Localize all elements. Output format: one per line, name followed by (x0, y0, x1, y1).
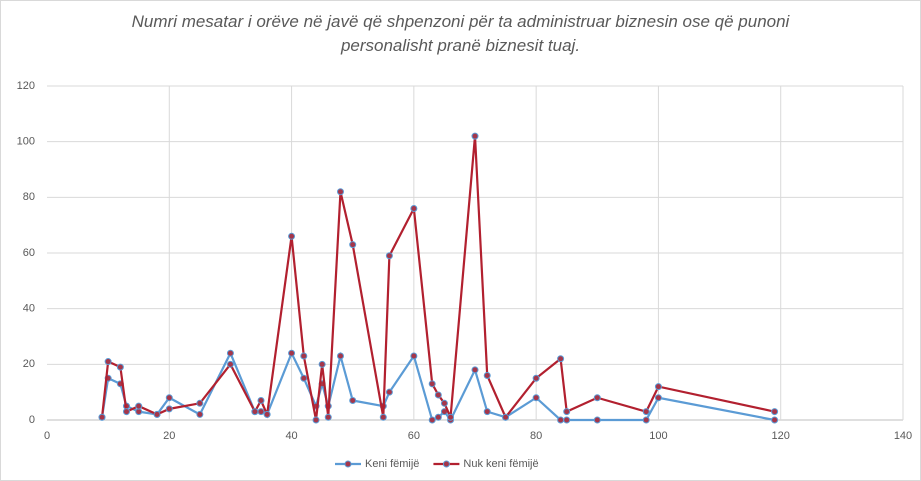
data-point (336, 188, 344, 196)
data-point (288, 349, 296, 357)
data-point (196, 410, 204, 418)
data-point (410, 352, 418, 360)
data-point (165, 405, 173, 413)
data-point (153, 410, 161, 418)
data-point (654, 383, 662, 391)
data-point (434, 391, 442, 399)
data-point (257, 408, 265, 416)
data-point (385, 252, 393, 260)
legend-marker (344, 460, 352, 468)
data-point (135, 402, 143, 410)
data-point (563, 408, 571, 416)
data-point (483, 408, 491, 416)
data-point (318, 360, 326, 368)
data-point (593, 394, 601, 402)
data-point (336, 352, 344, 360)
x-tick-label: 60 (408, 430, 420, 442)
x-tick-label: 120 (772, 430, 790, 442)
data-point (379, 413, 387, 421)
data-point (428, 380, 436, 388)
data-point (251, 408, 259, 416)
data-point (654, 394, 662, 402)
data-point (324, 413, 332, 421)
x-tick-label: 0 (44, 430, 50, 442)
data-point (300, 352, 308, 360)
data-point (349, 241, 357, 249)
y-tick-label: 40 (23, 303, 35, 315)
data-point (257, 397, 265, 405)
data-point (434, 413, 442, 421)
y-tick-label: 120 (17, 80, 35, 92)
legend-marker (442, 460, 450, 468)
data-point (557, 416, 565, 424)
data-point (300, 374, 308, 382)
y-tick-label: 60 (23, 247, 35, 259)
data-point (532, 374, 540, 382)
data-point (471, 132, 479, 140)
data-point (263, 410, 271, 418)
data-point (428, 416, 436, 424)
data-point (385, 388, 393, 396)
data-point (312, 416, 320, 424)
data-point (440, 399, 448, 407)
data-point (288, 232, 296, 240)
x-tick-label: 20 (163, 430, 175, 442)
data-point (226, 360, 234, 368)
data-point (410, 204, 418, 212)
data-point (642, 416, 650, 424)
data-point (563, 416, 571, 424)
y-tick-label: 20 (23, 358, 35, 370)
data-point (771, 416, 779, 424)
data-point (447, 413, 455, 421)
chart-title: Numri mesatar i orëve në javë që shpenzo… (131, 12, 790, 55)
x-tick-label: 40 (285, 430, 297, 442)
data-point (557, 355, 565, 363)
y-tick-label: 0 (29, 414, 35, 426)
legend-label: Keni fëmijë (365, 458, 419, 470)
y-tick-label: 100 (17, 136, 35, 148)
data-point (349, 397, 357, 405)
x-tick-label: 100 (649, 430, 667, 442)
data-point (532, 394, 540, 402)
data-point (771, 408, 779, 416)
data-point (642, 408, 650, 416)
y-tick-label: 80 (23, 191, 35, 203)
x-tick-label: 140 (894, 430, 912, 442)
data-point (226, 349, 234, 357)
data-point (104, 358, 112, 366)
data-point (471, 366, 479, 374)
data-point (122, 408, 130, 416)
series-line (100, 136, 775, 421)
x-tick-label: 80 (530, 430, 542, 442)
data-point (502, 413, 510, 421)
data-point (98, 413, 106, 421)
data-point (196, 399, 204, 407)
data-point (165, 394, 173, 402)
data-point (116, 363, 124, 371)
data-point (593, 416, 601, 424)
data-point (483, 371, 491, 379)
series-line (100, 350, 775, 423)
legend-label: Nuk keni fëmijë (463, 458, 538, 470)
